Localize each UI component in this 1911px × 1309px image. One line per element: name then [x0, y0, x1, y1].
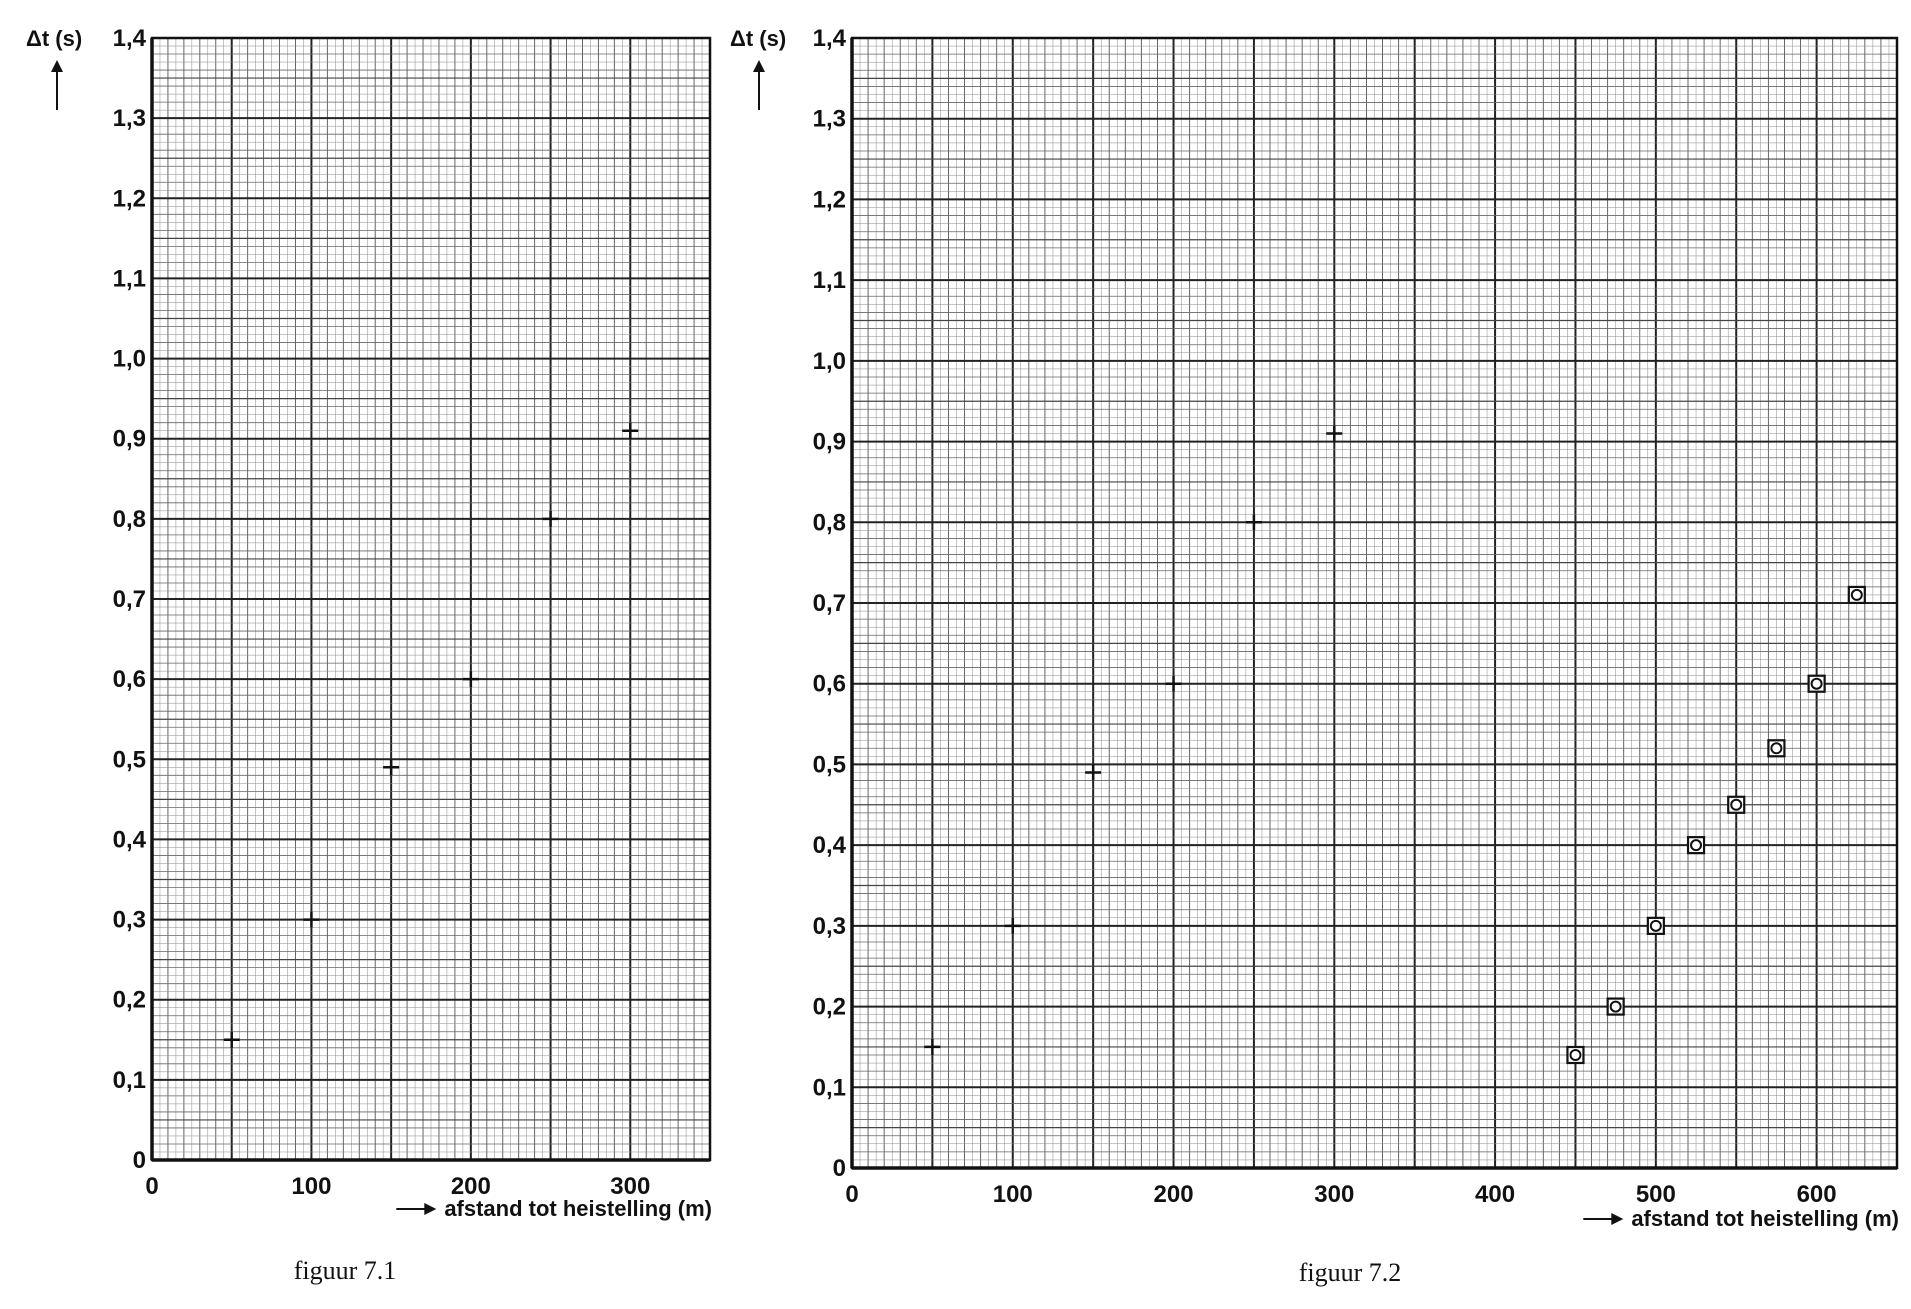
circle-marker	[1569, 1049, 1582, 1061]
x-tick-label-300: 300	[1314, 1181, 1354, 1208]
graph-paper-grid	[151, 37, 711, 1161]
circle-marker	[1690, 839, 1703, 852]
data-point-square-circle-550	[1727, 795, 1746, 814]
y-tick-label-0: 0	[833, 1155, 846, 1182]
y-tick-label-1-4: 1,4	[113, 25, 147, 52]
data-point-plus-150	[383, 759, 400, 776]
y-tick-label-1: 1,0	[113, 346, 146, 373]
x-tick-label-400: 400	[1475, 1181, 1515, 1208]
graph-paper-grid	[851, 37, 1898, 1169]
data-point-plus-200	[1165, 675, 1182, 692]
x-tick-label-200: 200	[451, 1173, 491, 1200]
y-tick-label-0: 0	[133, 1147, 146, 1174]
data-point-square-circle-475	[1606, 997, 1625, 1016]
figure-caption: figuur 7.1	[294, 1256, 397, 1285]
x-axis-label: afstand tot heistelling (m)	[1631, 1206, 1899, 1231]
y-tick-label-0-7: 0,7	[113, 586, 146, 613]
arrow-up-icon	[51, 60, 63, 72]
data-point-square-circle-625	[1847, 585, 1866, 605]
data-point-square-circle-575	[1767, 739, 1786, 758]
y-tick-label-0-5: 0,5	[813, 751, 846, 778]
chart-figuur-7-1: 0 0,1 0,2 0,3 0,4 0,5 0,6 0,7 0,8 0,9 1,0 1,1 1,2 1,3…	[26, 25, 712, 1285]
data-point-plus-50	[924, 1038, 941, 1055]
data-point-square-circle-450	[1566, 1045, 1585, 1065]
series-plus	[223, 422, 639, 1048]
x-axis-label: afstand tot heistelling (m)	[444, 1196, 712, 1221]
chart-figuur-7-2: 0 0,1 0,2 0,3 0,4 0,5 0,6 0,7 0,8 0,9 1,0 1,1 1,2 1,3…	[730, 25, 1899, 1287]
circle-marker	[1649, 919, 1662, 932]
y-tick-label-0-4: 0,4	[113, 826, 147, 853]
x-tick-label-100: 100	[291, 1173, 331, 1200]
circle-marker	[1730, 798, 1743, 811]
y-tick-label-0-7: 0,7	[813, 590, 846, 617]
series-plus	[924, 425, 1343, 1055]
arrow-right-icon	[1611, 1213, 1624, 1225]
data-point-plus-250	[1245, 514, 1262, 531]
y-tick-label-1-2: 1,2	[113, 185, 146, 212]
y-tick-label-0-1: 0,1	[813, 1074, 846, 1101]
circle-marker	[1810, 677, 1823, 690]
y-tick-label-0-6: 0,6	[813, 671, 846, 698]
y-tick-label-0-2: 0,2	[113, 987, 146, 1014]
y-tick-label-1-3: 1,3	[113, 105, 146, 132]
y-tick-label-1-4: 1,4	[813, 25, 847, 52]
y-tick-label-0-3: 0,3	[113, 907, 146, 934]
y-tick-label-1-2: 1,2	[813, 186, 846, 213]
data-point-square-circle-525	[1686, 836, 1706, 855]
x-tick-label-500: 500	[1636, 1181, 1676, 1208]
y-tick-label-0-9: 0,9	[813, 429, 846, 456]
x-tick-label-200: 200	[1154, 1181, 1194, 1208]
x-tick-label-600: 600	[1797, 1181, 1837, 1208]
y-tick-label-0-1: 0,1	[113, 1067, 146, 1094]
y-tick-label-1-3: 1,3	[813, 106, 846, 133]
figure-caption: figuur 7.2	[1299, 1258, 1402, 1287]
x-tick-label-0: 0	[845, 1181, 858, 1208]
y-axis-label: Δt (s)	[26, 26, 82, 51]
data-point-square-circle-500	[1646, 916, 1665, 935]
data-point-plus-150	[1085, 764, 1102, 781]
y-tick-label-0-8: 0,8	[113, 506, 146, 533]
arrow-up-icon	[753, 60, 765, 72]
arrow-right-icon	[424, 1203, 437, 1215]
circle-marker	[1770, 742, 1783, 755]
data-point-plus-100	[303, 911, 320, 928]
y-tick-label-0-3: 0,3	[813, 913, 846, 940]
y-tick-label-0-5: 0,5	[113, 746, 146, 773]
x-tick-label-100: 100	[993, 1181, 1033, 1208]
y-tick-label-0-9: 0,9	[113, 426, 146, 453]
series-square-circle	[1566, 585, 1866, 1065]
data-point-plus-300	[1326, 425, 1343, 442]
y-tick-label-0-2: 0,2	[813, 994, 846, 1021]
data-point-plus-50	[223, 1031, 240, 1048]
y-tick-label-1-1: 1,1	[813, 267, 846, 294]
data-point-plus-250	[542, 510, 559, 527]
data-point-square-circle-600	[1807, 674, 1826, 693]
x-tick-label-0: 0	[145, 1173, 158, 1200]
circle-marker	[1850, 588, 1863, 601]
y-axis-label: Δt (s)	[730, 26, 786, 51]
data-point-plus-200	[462, 671, 479, 688]
y-tick-label-0-6: 0,6	[113, 666, 146, 693]
y-tick-label-1-1: 1,1	[113, 265, 146, 292]
y-tick-label-0-8: 0,8	[813, 509, 846, 536]
data-point-plus-100	[1004, 917, 1021, 934]
y-tick-label-0-4: 0,4	[813, 832, 847, 859]
data-point-plus-300	[622, 422, 639, 439]
circle-marker	[1609, 1000, 1622, 1013]
y-tick-label-1: 1,0	[813, 348, 846, 375]
x-tick-label-300: 300	[610, 1173, 650, 1200]
